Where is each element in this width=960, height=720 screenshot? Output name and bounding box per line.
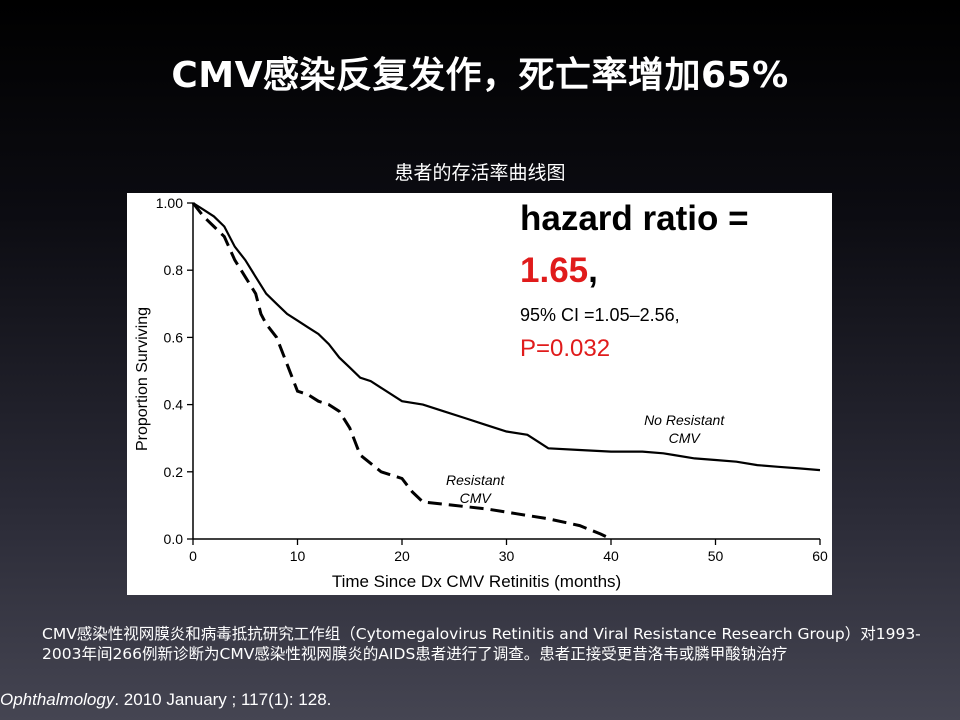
series-line-no-resistant-cmv bbox=[192, 202, 821, 472]
x-tick-label: 10 bbox=[290, 548, 306, 564]
slide-title: CMV感染反复发作，死亡率增加65% bbox=[171, 55, 789, 96]
citation-details: . 2010 January ; 117(1): 128. bbox=[114, 690, 332, 709]
survival-chart: 0.0 0.2 0.4 0.6 0.8 1.00 0 10 20 30 40 50 60 Time Sin… bbox=[134, 195, 828, 591]
survival-chart-panel: 0.0 0.2 0.4 0.6 0.8 1.00 0 10 20 30 40 50 60 Time Sin… bbox=[127, 193, 832, 595]
y-tick-label: 0.2 bbox=[164, 464, 184, 480]
y-tick-label: 0.8 bbox=[164, 262, 184, 278]
series-label: No Resistant bbox=[644, 412, 725, 428]
y-tick-label: 0.0 bbox=[164, 531, 184, 547]
y-axis-label: Proportion Surviving bbox=[134, 307, 151, 451]
citation: Ophthalmology. 2010 January ; 117(1): 12… bbox=[0, 690, 331, 710]
y-tick-label: 0.4 bbox=[164, 397, 184, 413]
series-label: CMV bbox=[669, 430, 702, 446]
study-description: CMV感染性视网膜炎和病毒抵抗研究工作组（Cytomegalovirus Ret… bbox=[42, 625, 921, 663]
plot-area: 0.0 0.2 0.4 0.6 0.8 1.00 0 10 20 30 40 50 60 Time Sin… bbox=[134, 195, 828, 591]
x-tick-label: 0 bbox=[189, 548, 197, 564]
x-tick-label: 30 bbox=[499, 548, 515, 564]
x-tick-label: 50 bbox=[708, 548, 724, 564]
hazard-ratio-value: 1.65 bbox=[520, 251, 589, 290]
x-tick-label: 60 bbox=[812, 548, 828, 564]
hazard-ratio-label: hazard ratio = bbox=[520, 199, 749, 238]
x-axis-label: Time Since Dx CMV Retinitis (months) bbox=[332, 572, 621, 591]
x-tick-label: 20 bbox=[394, 548, 410, 564]
series-line-resistant-cmv bbox=[191, 202, 612, 541]
series-label: Resistant bbox=[446, 472, 505, 488]
y-tick-label: 0.6 bbox=[164, 329, 184, 345]
citation-journal: Ophthalmology bbox=[0, 690, 115, 709]
x-tick-label: 40 bbox=[603, 548, 619, 564]
confidence-interval: 95% CI =1.05–2.56, bbox=[520, 305, 680, 325]
y-tick-label: 1.00 bbox=[156, 195, 183, 211]
hazard-ratio-value-line: 1.65, bbox=[520, 251, 598, 291]
p-value: P=0.032 bbox=[520, 335, 611, 362]
chart-subtitle: 患者的存活率曲线图 bbox=[394, 162, 566, 184]
series-label: CMV bbox=[460, 490, 493, 506]
hazard-ratio-comma: , bbox=[588, 251, 598, 290]
